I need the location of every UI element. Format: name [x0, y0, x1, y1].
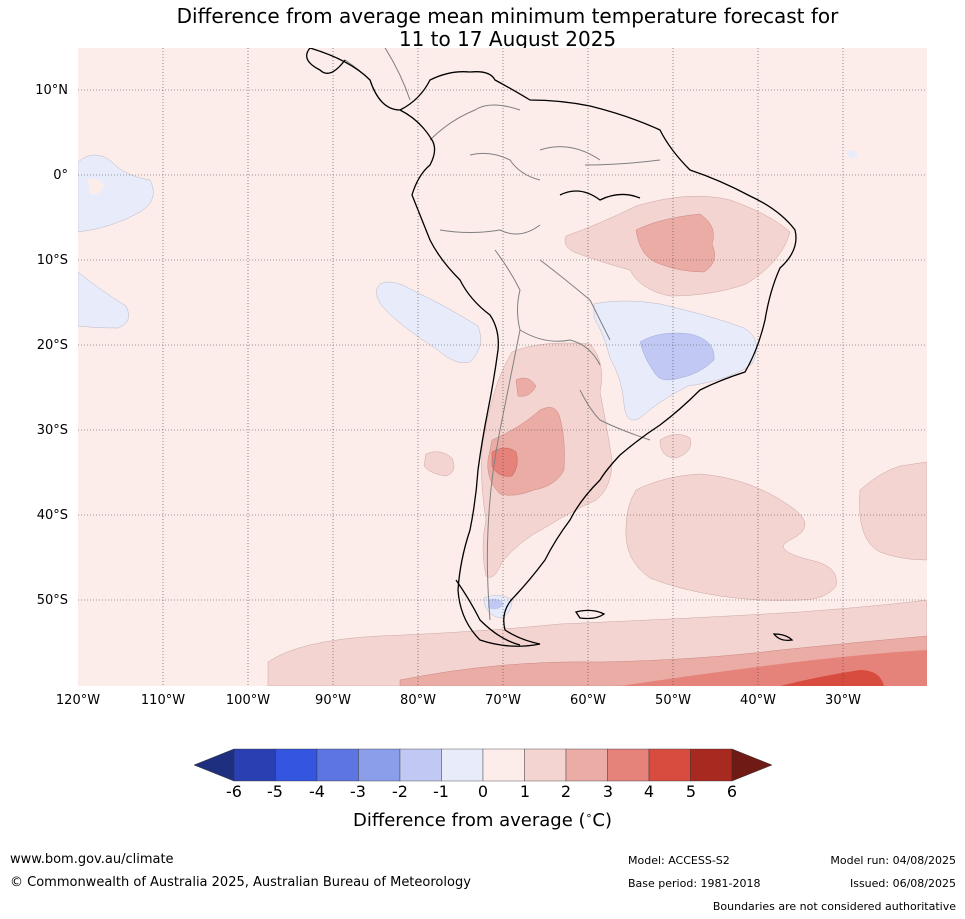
- colorbar-label-degree: ∘: [585, 809, 593, 822]
- footer-disclaimer: Boundaries are not considered authoritat…: [712, 900, 956, 913]
- colorbar-tick: -2: [392, 782, 408, 801]
- colorbar-tick: 0: [477, 782, 489, 801]
- lon-label-80w: 80°W: [400, 693, 436, 708]
- warm-anomaly-strong: [491, 447, 518, 477]
- cool-anomaly-region: [846, 150, 858, 159]
- colorbar-tick: 1: [519, 782, 531, 801]
- lon-label-30w: 30°W: [825, 693, 861, 708]
- colorbar-tick: -4: [309, 782, 325, 801]
- cool-anomaly-region: [78, 154, 154, 233]
- footer-model: Model: ACCESS-S2: [628, 854, 730, 867]
- footer-model-run: Model run: 04/08/2025: [830, 854, 956, 867]
- colorbar-tick: -6: [226, 782, 242, 801]
- coastline: [306, 48, 797, 647]
- colorbar-tick: -5: [267, 782, 283, 801]
- lon-label-90w: 90°W: [315, 693, 351, 708]
- graticule: [78, 48, 927, 686]
- warm-anomaly-region: [859, 461, 927, 561]
- warm-anomaly-core: [635, 213, 715, 273]
- lon-label-70w: 70°W: [485, 693, 521, 708]
- colorbar-label-unit: C): [592, 810, 613, 831]
- colorbar-tick: 6: [726, 782, 738, 801]
- footer-base-period: Base period: 1981-2018: [628, 877, 761, 890]
- lat-label-10s: 10°S: [36, 253, 68, 268]
- lon-label-120w: 120°W: [55, 693, 101, 708]
- colorbar-tick: 3: [602, 782, 614, 801]
- cool-anomaly-core: [639, 332, 715, 381]
- footer-copyright: © Commonwealth of Australia 2025, Austra…: [10, 875, 471, 890]
- lon-label-40w: 40°W: [740, 693, 776, 708]
- colorbar-tick: 5: [685, 782, 697, 801]
- footer-website-link[interactable]: www.bom.gov.au/climate: [10, 852, 174, 867]
- lat-label-50s: 50°S: [36, 593, 68, 608]
- colorbar-label: Difference from average (∘C): [0, 809, 965, 831]
- warm-anomaly-region: [659, 434, 691, 459]
- lat-label-10n: 10°N: [35, 83, 68, 98]
- warm-anomaly-region: [625, 473, 837, 601]
- colorbar-tick: 2: [560, 782, 572, 801]
- lon-label-100w: 100°W: [225, 693, 271, 708]
- colorbar-label-text: Difference from average (: [352, 810, 586, 831]
- cool-anomaly-region: [78, 271, 129, 329]
- country-borders: [344, 48, 661, 621]
- colorbar-tick: -1: [433, 782, 449, 801]
- map-title-line1: Difference from average mean minimum tem…: [176, 4, 839, 28]
- footer-issued: Issued: 06/08/2025: [849, 877, 956, 890]
- lat-label-20s: 20°S: [36, 338, 68, 353]
- colorbar-tick: -3: [350, 782, 366, 801]
- colorbar-tick: 4: [643, 782, 655, 801]
- lat-label-40s: 40°S: [36, 508, 68, 523]
- lon-label-50w: 50°W: [655, 693, 691, 708]
- warm-anomaly-core: [515, 377, 537, 397]
- cool-anomaly-region: [88, 178, 104, 195]
- lat-label-0: 0°: [53, 168, 68, 183]
- warm-anomaly-extreme: [780, 670, 884, 686]
- lon-label-60w: 60°W: [570, 693, 606, 708]
- cool-anomaly-region: [376, 281, 481, 363]
- map-title-line2: 11 to 17 August 2025: [398, 27, 617, 51]
- warm-anomaly-region: [423, 451, 455, 477]
- lon-label-110w: 110°W: [140, 693, 186, 708]
- cool-anomaly-core: [488, 598, 504, 610]
- lat-label-30s: 30°S: [36, 423, 68, 438]
